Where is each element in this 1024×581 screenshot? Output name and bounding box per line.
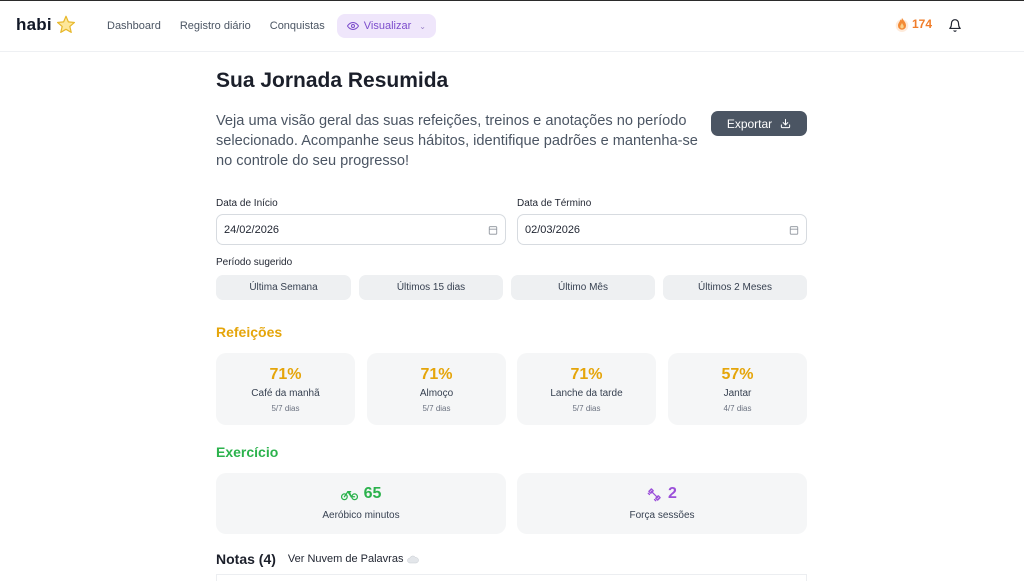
meal-days: 4/7 dias xyxy=(723,404,752,413)
nav-visualizar-dropdown[interactable]: Visualizar ⌄ xyxy=(336,14,436,38)
nav-dashboard[interactable]: Dashboard xyxy=(107,20,161,32)
start-date-value: 24/02/2026 xyxy=(224,223,280,236)
streak-count: 174 xyxy=(912,17,933,31)
meal-percentage: 71% xyxy=(420,366,453,383)
streak-counter[interactable]: 174 xyxy=(895,16,932,32)
meal-card: 71% Lanche da tarde 5/7 dias xyxy=(517,353,656,425)
suggested-period-chips: Última Semana Últimos 15 dias Último Mês… xyxy=(216,275,807,300)
app-logo[interactable]: habi xyxy=(16,14,77,36)
meal-card: 71% Almoço 5/7 dias xyxy=(367,353,506,425)
bike-icon xyxy=(340,490,358,500)
chip-ultima-semana[interactable]: Última Semana xyxy=(216,275,351,300)
meal-card: 71% Café da manhã 5/7 dias xyxy=(216,353,355,425)
end-date-input[interactable]: 02/03/2026 xyxy=(517,214,807,245)
chip-ultimo-mes[interactable]: Último Mês xyxy=(511,275,655,300)
fire-icon xyxy=(895,17,909,32)
meal-days: 5/7 dias xyxy=(422,404,451,413)
chip-ultimos-15-dias[interactable]: Últimos 15 dias xyxy=(359,275,503,300)
meal-name: Almoço xyxy=(419,388,454,399)
export-label: Exportar xyxy=(726,116,773,131)
nav-visualizar-label: Visualizar xyxy=(363,20,412,32)
export-button[interactable]: Exportar xyxy=(711,111,807,136)
notes-title: Notas (4) xyxy=(216,551,276,567)
download-icon xyxy=(781,118,791,129)
meal-name: Jantar xyxy=(723,388,752,399)
meal-card: 57% Jantar 4/7 dias xyxy=(668,353,807,425)
meal-days: 5/7 dias xyxy=(572,404,601,413)
page-intro: Veja uma visão geral das suas refeições,… xyxy=(216,113,698,169)
bell-icon[interactable] xyxy=(948,18,962,33)
notes-header: Notas (4) Ver Nuvem de Palavras xyxy=(216,551,420,567)
end-date-label: Data de Término xyxy=(517,198,592,209)
calendar-icon[interactable] xyxy=(789,225,799,235)
meal-percentage: 71% xyxy=(570,366,603,383)
strength-value: 2 xyxy=(668,485,677,502)
meal-name: Lanche da tarde xyxy=(550,388,623,399)
start-date-label: Data de Início xyxy=(216,198,278,209)
dumbbell-icon xyxy=(647,487,661,501)
strength-label: Força sessões xyxy=(629,510,695,521)
start-date-input[interactable]: 24/02/2026 xyxy=(216,214,506,245)
page-title: Sua Jornada Resumida xyxy=(216,69,449,92)
nav-conquistas[interactable]: Conquistas xyxy=(269,20,325,32)
aerobic-value: 65 xyxy=(363,485,382,502)
aerobic-card: 65 Aeróbico minutos xyxy=(216,473,506,534)
exercise-section-title: Exercício xyxy=(216,444,279,460)
chip-ultimos-2-meses[interactable]: Últimos 2 Meses xyxy=(663,275,807,300)
aerobic-label: Aeróbico minutos xyxy=(322,510,400,521)
eye-icon xyxy=(346,21,359,31)
suggested-period-label: Período sugerido xyxy=(216,257,293,268)
main-nav: Dashboard Registro diário Conquistas Vis… xyxy=(107,14,436,38)
strength-card: 2 Força sessões xyxy=(517,473,807,534)
meal-percentage: 71% xyxy=(269,366,302,383)
meal-days: 5/7 dias xyxy=(271,404,300,413)
end-date-value: 02/03/2026 xyxy=(525,223,581,236)
calendar-icon[interactable] xyxy=(488,225,498,235)
meals-section-title: Refeições xyxy=(216,324,283,340)
notes-list xyxy=(216,574,807,581)
word-cloud-link[interactable]: Ver Nuvem de Palavras xyxy=(287,553,404,565)
star-icon xyxy=(56,15,75,34)
cloud-icon xyxy=(407,555,420,563)
meal-percentage: 57% xyxy=(721,366,754,383)
meal-name: Café da manhã xyxy=(251,388,320,399)
top-navbar: habi Dashboard Registro diário Conquista… xyxy=(0,0,1024,52)
chevron-down-icon: ⌄ xyxy=(419,21,426,31)
logo-text: habi xyxy=(16,15,52,34)
nav-registro-diario[interactable]: Registro diário xyxy=(179,20,251,32)
